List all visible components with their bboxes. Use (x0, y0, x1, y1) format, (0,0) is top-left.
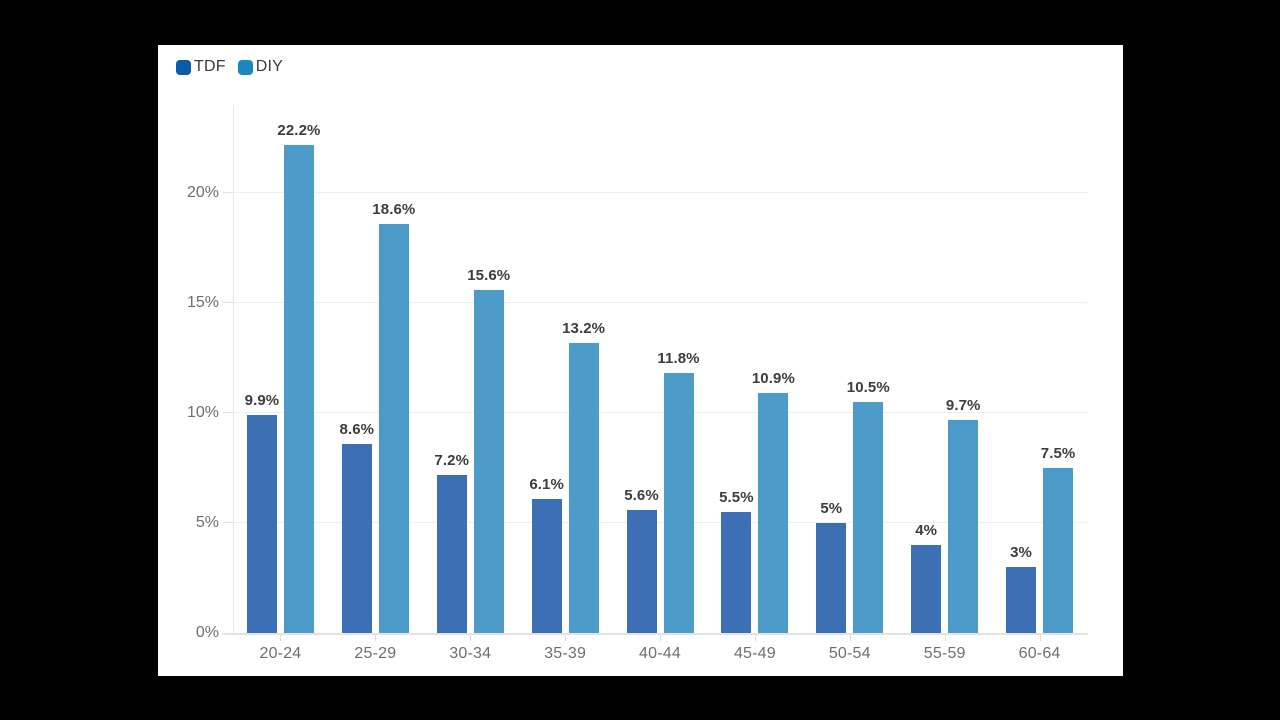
bar-group-30-34: 7.2% 15.6% (423, 105, 518, 633)
y-tick-mark (223, 412, 234, 413)
bar-value-label: 6.1% (529, 475, 564, 493)
x-tick-mark (375, 635, 377, 641)
x-axis: 20-24 25-29 30-34 35-39 40-44 45-49 50-54 55-59… (233, 635, 1087, 663)
x-axis-cell-20-24: 20-24 (233, 635, 328, 663)
gridline-10pct (223, 412, 1087, 413)
legend-item-diy[interactable]: DIY (237, 58, 283, 76)
y-axis-label: 0% (195, 624, 219, 641)
bar-value-label: 4% (915, 522, 938, 539)
bar-value-label: 18.6% (372, 200, 416, 218)
bar-tdf-20-24[interactable]: 9.9% (245, 392, 279, 633)
bar-value-label: 15.6% (467, 266, 511, 284)
bar-value-label: 5% (820, 500, 843, 517)
bar-tdf-35-39[interactable]: 6.1% (529, 476, 564, 633)
x-axis-label: 55-59 (923, 645, 966, 662)
x-axis-label: 25-29 (354, 645, 397, 662)
x-tick-mark (944, 635, 946, 641)
x-tick-mark (280, 635, 282, 641)
y-tick-mark (223, 522, 234, 523)
y-tick-mark (223, 192, 234, 193)
y-axis-label: 10% (186, 404, 219, 421)
x-axis-label: 45-49 (733, 645, 776, 662)
x-axis-label: 40-44 (639, 645, 681, 662)
legend-item-tdf[interactable]: TDF (176, 58, 226, 76)
bar-diy-40-44[interactable]: 11.8% (657, 350, 700, 633)
bar-value-label: 7.5% (1040, 445, 1076, 462)
bar-diy-50-54[interactable]: 10.5% (847, 379, 890, 633)
bar-group-45-49: 5.5% 10.9% (707, 105, 802, 633)
x-axis-cell-35-39: 35-39 (518, 635, 613, 663)
x-axis-cell-25-29: 25-29 (328, 635, 423, 663)
y-axis-label: 20% (186, 184, 219, 201)
bar-group-25-29: 8.6% 18.6% (328, 105, 423, 633)
x-tick-mark (565, 635, 567, 641)
bar-diy-45-49[interactable]: 10.9% (752, 370, 795, 633)
x-tick-mark (1039, 635, 1041, 641)
bar-value-label: 13.2% (562, 319, 606, 337)
bar-value-label: 3% (1010, 544, 1033, 561)
x-axis-cell-45-49: 45-49 (707, 635, 802, 663)
legend-label: TDF (194, 58, 226, 75)
bar-diy-20-24[interactable]: 22.2% (277, 122, 320, 633)
bar-diy-30-34[interactable]: 15.6% (467, 267, 510, 633)
legend-marker-diy-icon (237, 59, 253, 75)
chart-legend: TDF DIY (176, 58, 283, 76)
bar-value-label: 5.6% (624, 486, 659, 504)
x-axis-cell-30-34: 30-34 (423, 635, 518, 663)
bar-diy-35-39[interactable]: 13.2% (562, 320, 605, 633)
bar-value-label: 10.9% (751, 370, 795, 388)
y-axis: 0% 5% 10% 15% 20% (158, 105, 219, 641)
x-axis-label: 60-64 (1018, 645, 1061, 662)
legend-label: DIY (255, 58, 283, 75)
x-axis-cell-50-54: 50-54 (802, 635, 897, 663)
x-tick-mark (660, 635, 661, 641)
x-axis-line (222, 633, 1088, 635)
bar-value-label: 8.6% (339, 420, 375, 438)
bar-tdf-40-44[interactable]: 5.6% (624, 487, 659, 633)
bar-value-label: 5.5% (719, 489, 754, 506)
bar-value-label: 22.2% (277, 121, 321, 139)
bar-group-50-54: 5% 10.5% (802, 105, 897, 633)
bar-group-40-44: 5.6% 11.8% (613, 105, 708, 633)
x-tick-mark (754, 635, 756, 641)
bar-tdf-45-49[interactable]: 5.5% (719, 489, 754, 633)
x-axis-cell-55-59: 55-59 (897, 635, 992, 663)
x-axis-label: 20-24 (259, 645, 302, 662)
x-axis-cell-60-64: 60-64 (992, 635, 1087, 663)
bar-tdf-30-34[interactable]: 7.2% (434, 452, 469, 633)
bar-diy-55-59[interactable]: 9.7% (946, 397, 980, 633)
x-axis-cell-40-44: 40-44 (613, 635, 708, 663)
bar-value-label: 7.2% (434, 451, 470, 469)
x-axis-label: 30-34 (449, 645, 492, 662)
bar-tdf-50-54[interactable]: 5% (816, 500, 847, 633)
bar-diy-25-29[interactable]: 18.6% (372, 201, 415, 633)
legend-marker-tdf-icon (176, 59, 191, 75)
bar-diy-60-64[interactable]: 7.5% (1041, 445, 1075, 633)
y-tick-mark (223, 302, 234, 303)
bar-value-label: 9.9% (244, 392, 280, 410)
bar-value-label: 11.8% (657, 350, 700, 368)
bar-group-35-39: 6.1% 13.2% (518, 105, 613, 633)
bar-group-20-24: 9.9% 22.2% (233, 105, 328, 633)
x-tick-mark (849, 635, 851, 641)
y-axis-label: 15% (186, 294, 219, 311)
bar-tdf-60-64[interactable]: 3% (1006, 544, 1037, 633)
bars-container: 9.9% 22.2% 8.6% 18.6% 7.2% 15.6% 6.1% 13.2% 5.6%… (233, 105, 1087, 633)
gridline-15pct (223, 302, 1087, 303)
bar-tdf-25-29[interactable]: 8.6% (340, 421, 374, 633)
chart-panel: TDF DIY 0% 5% 10% 15% 20% 9.9% 22.2% 8.6% 18.6% 7… (158, 45, 1123, 676)
bar-group-55-59: 4% 9.7% (897, 105, 992, 633)
x-axis-label: 35-39 (544, 645, 587, 662)
bar-value-label: 10.5% (846, 379, 890, 396)
bar-tdf-55-59[interactable]: 4% (911, 522, 942, 633)
x-axis-label: 50-54 (828, 645, 871, 662)
bar-value-label: 9.7% (945, 396, 981, 414)
bar-group-60-64: 3% 7.5% (992, 105, 1087, 633)
x-tick-mark (470, 635, 472, 641)
gridline-20pct (223, 192, 1087, 193)
y-axis-label: 5% (195, 514, 219, 531)
